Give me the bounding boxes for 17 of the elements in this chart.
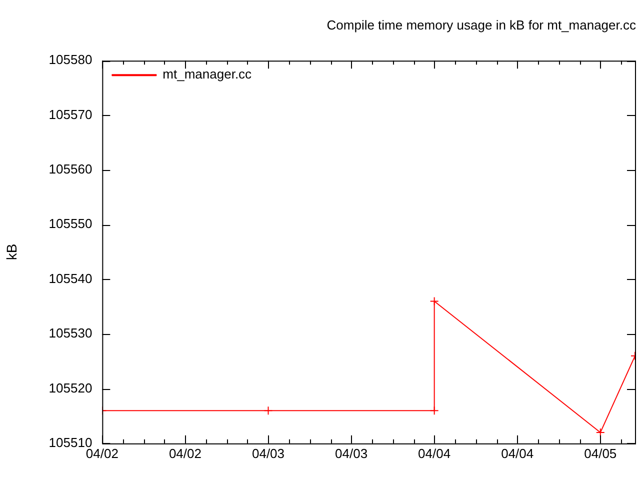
legend-label: mt_manager.cc	[162, 66, 252, 82]
y-tick-label: 105540	[48, 270, 92, 286]
x-tick-label: 04/04	[418, 446, 451, 461]
x-tick-label: 04/04	[501, 446, 534, 461]
y-tick-label: 105560	[48, 162, 92, 177]
chart-title: Compile time memory usage in kB for mt_manager.cc	[326, 17, 636, 32]
y-tick-label: 105570	[48, 106, 92, 122]
y-tick-label: 105510	[48, 434, 92, 450]
y-tick-label: 105520	[48, 380, 92, 396]
x-tick-label: 04/03	[335, 446, 368, 461]
x-tick-label: 04/02	[168, 446, 202, 461]
x-tick-label: 04/03	[252, 446, 285, 461]
y-axis-title: kB	[3, 244, 20, 260]
y-tick-label: 105580	[48, 52, 92, 68]
y-tick-label: 105550	[48, 216, 92, 232]
x-tick-label: 04/05	[584, 446, 617, 461]
y-tick-label: 105530	[48, 326, 92, 341]
